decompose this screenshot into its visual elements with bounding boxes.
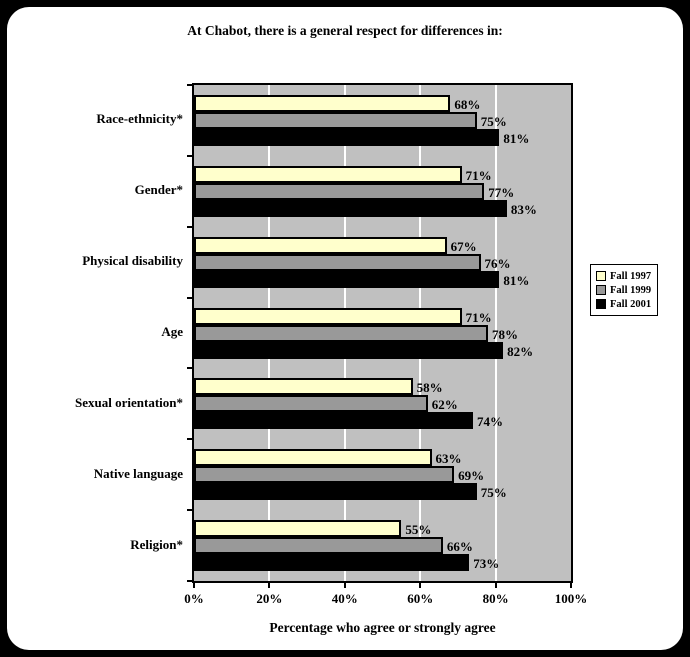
y-axis-tick: [187, 84, 192, 86]
x-axis-tick: [193, 583, 195, 588]
bar: [194, 324, 489, 342]
x-tick-label: 40%: [331, 591, 358, 606]
y-axis-tick: [187, 509, 192, 512]
bar: [194, 199, 507, 217]
legend-label: Fall 2001: [610, 298, 652, 310]
bar: [194, 537, 443, 555]
bar: [194, 236, 447, 254]
bar: [194, 449, 432, 467]
y-axis-tick: [187, 367, 192, 370]
bar: [194, 466, 455, 484]
bar-value-label: 71%: [465, 309, 492, 325]
bar: [194, 341, 504, 359]
bar-value-label: 75%: [480, 113, 507, 129]
bar-value-label: 83%: [510, 201, 537, 217]
bar: [194, 94, 451, 112]
bar-value-label: 82%: [507, 343, 534, 359]
bar: [194, 520, 402, 538]
chart-title: At Chabot, there is a general respect fo…: [187, 23, 503, 38]
x-tick-label: 100%: [554, 591, 588, 606]
y-axis-tick: [187, 580, 192, 582]
bar-value-label: 63%: [435, 451, 462, 467]
legend-item: Fall 1997: [596, 269, 651, 283]
category-label: Physical disability: [82, 253, 183, 269]
bar: [194, 395, 428, 413]
x-axis-tick: [419, 583, 422, 588]
bar-value-label: 68%: [454, 96, 481, 112]
gridline: [494, 85, 497, 581]
bar-value-label: 58%: [416, 380, 443, 396]
bar: [194, 412, 473, 430]
x-axis-tick: [343, 583, 346, 588]
legend-label: Fall 1999: [610, 284, 652, 296]
x-tick-label: 20%: [256, 591, 283, 606]
bar: [194, 483, 477, 501]
category-label: Sexual orientation*: [75, 394, 183, 410]
bar-value-label: 73%: [473, 556, 500, 572]
category-axis: Race-ethnicity* Gender* Physical disabilit…: [0, 83, 183, 583]
x-axis-tick: [494, 583, 497, 588]
bar-value-label: 75%: [480, 485, 507, 501]
bar: [194, 270, 500, 288]
bar-value-label: 55%: [405, 522, 432, 538]
legend-item: Fall 1999: [596, 283, 651, 297]
category-label: Native language: [93, 465, 183, 481]
y-axis-tick: [187, 225, 192, 228]
bar: [194, 128, 500, 146]
legend: Fall 1997 Fall 1999 Fall 2001: [590, 264, 659, 316]
x-tick-label: 60%: [407, 591, 434, 606]
bar-value-label: 71%: [465, 167, 492, 183]
bar-value-label: 76%: [484, 255, 511, 271]
x-tick-label: 80%: [482, 591, 509, 606]
x-axis-tick: [268, 583, 271, 588]
legend-swatch-icon: [596, 285, 606, 295]
bar: [194, 378, 413, 396]
y-axis-tick: [187, 438, 192, 441]
x-axis-tick: [570, 583, 572, 588]
y-axis-tick: [187, 154, 192, 157]
category-label: Race-ethnicity*: [96, 111, 183, 127]
bar: [194, 307, 462, 325]
bar-value-label: 78%: [492, 326, 519, 342]
bar: [194, 111, 477, 129]
bar: [194, 554, 470, 572]
bar-value-label: 81%: [503, 130, 530, 146]
bar: [194, 182, 485, 200]
legend-item: Fall 2001: [596, 297, 651, 311]
legend-label: Fall 1997: [610, 270, 652, 282]
bar-value-label: 62%: [431, 397, 458, 413]
y-axis-tick: [187, 296, 192, 299]
bar-value-label: 67%: [450, 238, 477, 254]
category-label: Gender*: [134, 182, 183, 198]
bar: [194, 165, 462, 183]
bar-value-label: 66%: [446, 539, 473, 555]
bar-value-label: 74%: [476, 414, 503, 430]
legend-swatch-icon: [596, 299, 606, 309]
bar-value-label: 81%: [503, 272, 530, 288]
bar: [194, 253, 481, 271]
category-label: Age: [161, 324, 183, 339]
category-label: Religion*: [130, 536, 183, 552]
bar-value-label: 77%: [488, 184, 515, 200]
x-tick-label: 0%: [184, 591, 204, 606]
bar-value-label: 69%: [458, 468, 485, 484]
x-axis-label: Percentage who agree or strongly agree: [269, 620, 496, 635]
legend-swatch-icon: [596, 271, 606, 281]
plot-area: 68% 75% 81% 71% 77% 83% 67% 76% 81% 71% 78% 82% 58% 6…: [192, 83, 573, 583]
